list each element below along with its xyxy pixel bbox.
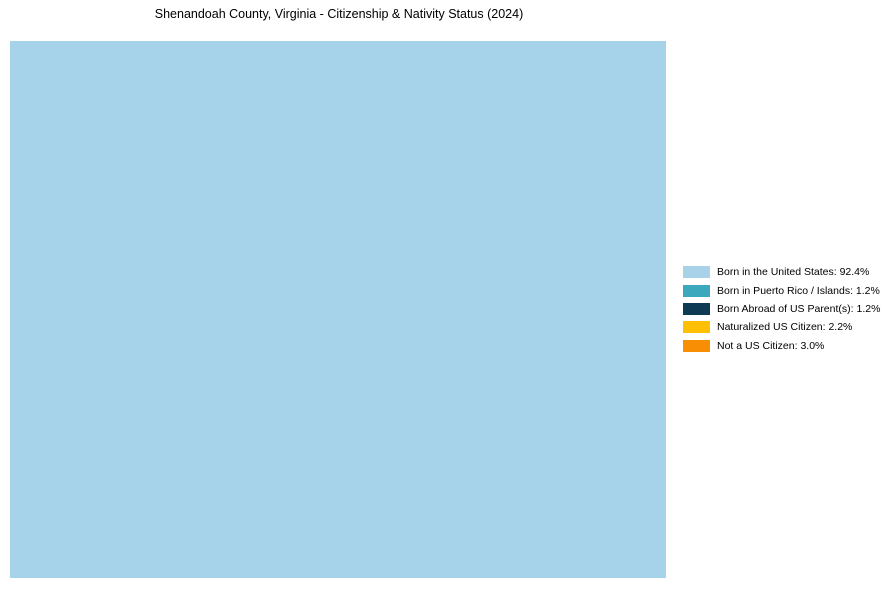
legend-label: Born Abroad of US Parent(s): 1.2% <box>717 302 881 315</box>
legend-swatch-born-abroad-of-us-parents <box>683 302 710 315</box>
legend-item-born-in-puerto-rico-islands: Born in Puerto Rico / Islands: 1.2% <box>683 281 880 299</box>
legend-swatch-born-in-puerto-rico-islands <box>683 284 710 297</box>
legend-swatch-born-in-us <box>683 266 710 279</box>
legend-swatch-naturalized-us-citizen <box>683 321 710 334</box>
legend-item-born-abroad-of-us-parents: Born Abroad of US Parent(s): 1.2% <box>683 300 880 318</box>
legend-item-born-in-us: Born in the United States: 92.4% <box>683 263 880 281</box>
treemap-tile-born-in-us <box>10 41 666 578</box>
legend-item-not-a-us-citizen: Not a US Citizen: 3.0% <box>683 337 880 355</box>
chart-title: Shenandoah County, Virginia - Citizenshi… <box>154 7 524 21</box>
legend-swatch-not-a-us-citizen <box>683 339 710 352</box>
treemap-plot <box>10 41 668 578</box>
legend-label: Born in the United States: 92.4% <box>717 266 870 279</box>
legend-item-naturalized-us-citizen: Naturalized US Citizen: 2.2% <box>683 318 880 336</box>
legend-label: Naturalized US Citizen: 2.2% <box>717 321 853 334</box>
chart-legend: Born in the United States: 92.4% Born in… <box>683 263 880 355</box>
legend-label: Not a US Citizen: 3.0% <box>717 339 825 352</box>
legend-label: Born in Puerto Rico / Islands: 1.2% <box>717 284 880 297</box>
